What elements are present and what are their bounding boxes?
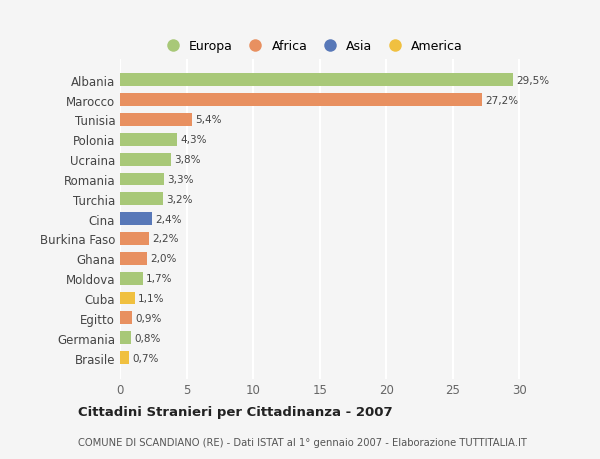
Text: 3,2%: 3,2%	[166, 195, 193, 204]
Bar	[120, 213, 152, 226]
Text: Cittadini Stranieri per Cittadinanza - 2007: Cittadini Stranieri per Cittadinanza - 2…	[78, 405, 392, 419]
Text: 1,7%: 1,7%	[146, 274, 172, 284]
Text: 29,5%: 29,5%	[516, 76, 549, 85]
Bar	[120, 312, 132, 325]
Bar	[120, 292, 134, 305]
Bar	[120, 351, 130, 364]
Text: 5,4%: 5,4%	[195, 115, 222, 125]
Bar	[120, 153, 170, 166]
Bar	[120, 193, 163, 206]
Bar	[120, 173, 164, 186]
Text: 0,8%: 0,8%	[134, 333, 160, 343]
Bar	[120, 134, 177, 146]
Text: 2,0%: 2,0%	[150, 254, 176, 264]
Text: 0,9%: 0,9%	[136, 313, 161, 323]
Text: 0,7%: 0,7%	[133, 353, 159, 363]
Bar	[120, 233, 149, 246]
Legend: Europa, Africa, Asia, America: Europa, Africa, Asia, America	[160, 40, 463, 53]
Text: 3,8%: 3,8%	[174, 155, 200, 165]
Bar	[120, 272, 143, 285]
Bar	[120, 74, 513, 87]
Text: 27,2%: 27,2%	[485, 95, 518, 106]
Text: 2,4%: 2,4%	[155, 214, 182, 224]
Bar	[120, 94, 482, 107]
Bar	[120, 331, 131, 344]
Text: 2,2%: 2,2%	[152, 234, 179, 244]
Bar	[120, 114, 192, 127]
Bar	[120, 252, 146, 265]
Text: COMUNE DI SCANDIANO (RE) - Dati ISTAT al 1° gennaio 2007 - Elaborazione TUTTITAL: COMUNE DI SCANDIANO (RE) - Dati ISTAT al…	[78, 437, 527, 447]
Text: 3,3%: 3,3%	[167, 174, 194, 185]
Text: 1,1%: 1,1%	[138, 293, 164, 303]
Text: 4,3%: 4,3%	[181, 135, 207, 145]
